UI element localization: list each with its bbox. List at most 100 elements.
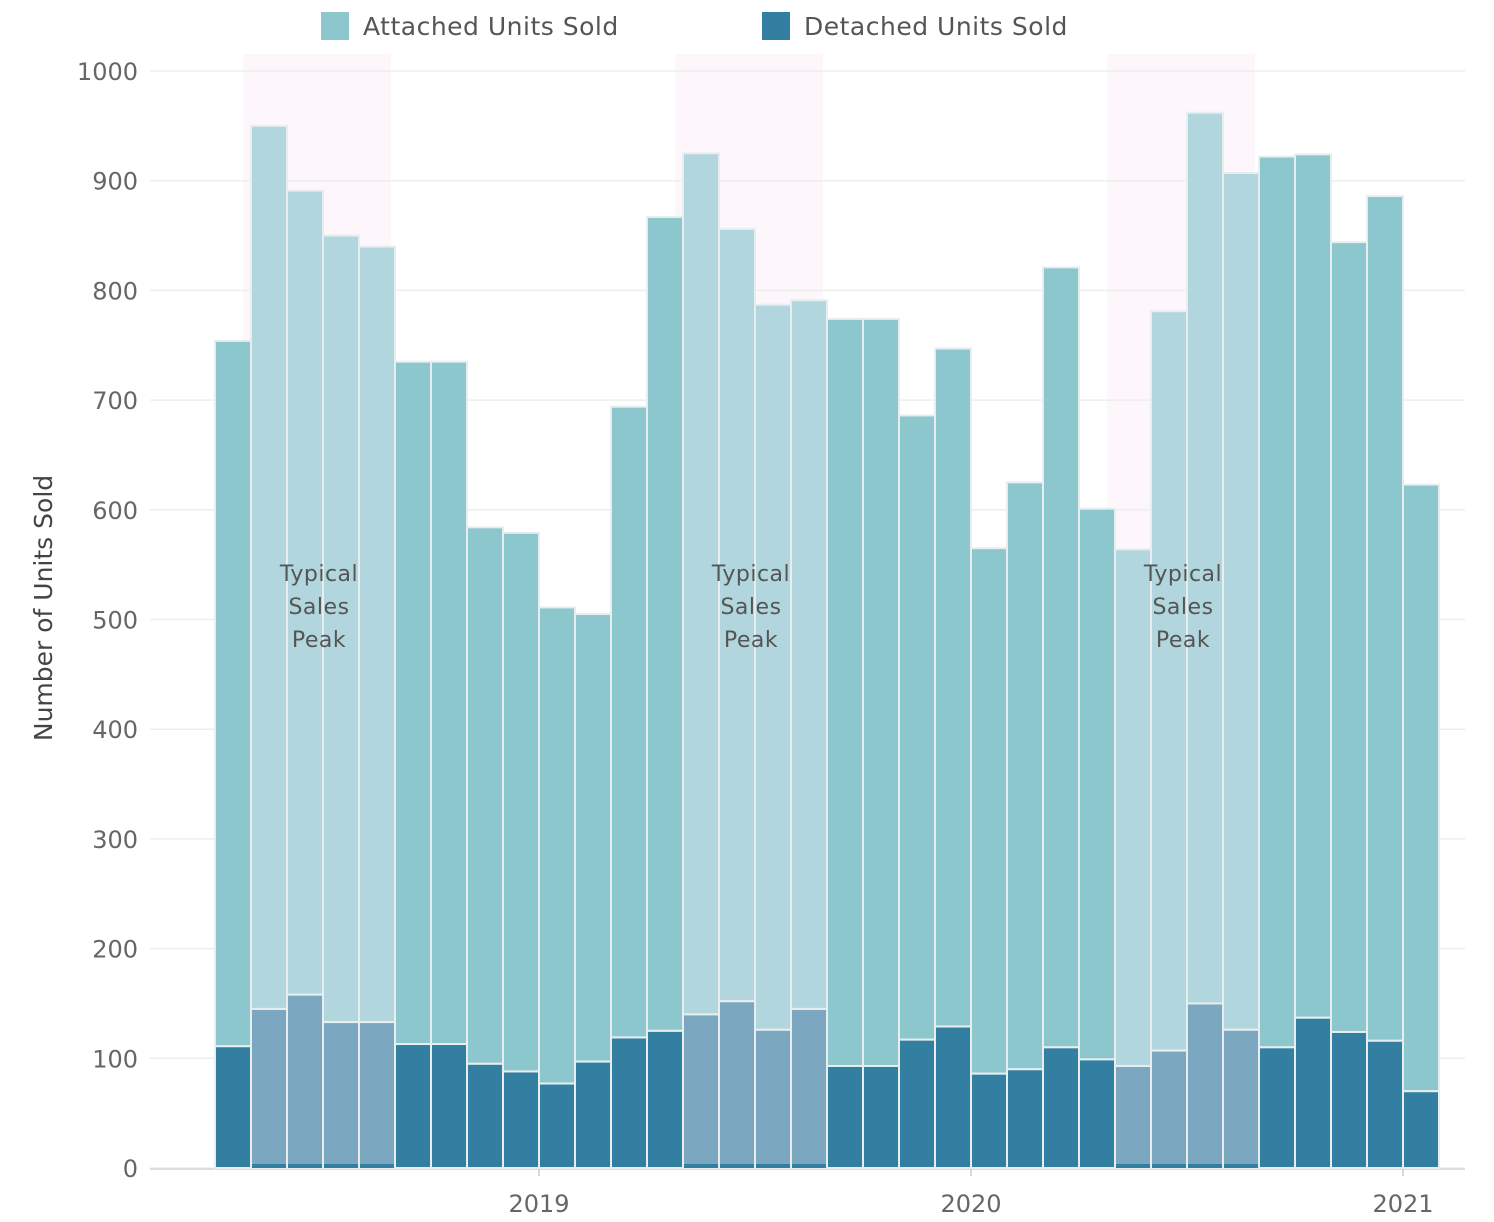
bar-detached-11[interactable] (611, 1037, 647, 1168)
y-tick-label: 900 (92, 168, 138, 196)
y-tick-label: 300 (92, 826, 138, 854)
bar-detached-base-13 (684, 1164, 718, 1168)
annotation-line: Peak (724, 628, 778, 653)
bar-detached-12[interactable] (647, 1031, 683, 1168)
bar-detached-26[interactable] (1151, 1051, 1187, 1168)
bar-detached-32[interactable] (1367, 1041, 1403, 1168)
bar-attached-23[interactable] (1043, 267, 1079, 1047)
bar-attached-9[interactable] (539, 607, 575, 1083)
bar-detached-base-3 (324, 1164, 358, 1168)
bar-attached-20[interactable] (935, 349, 971, 1027)
bar-detached-10[interactable] (575, 1062, 611, 1168)
bar-detached-22[interactable] (1007, 1069, 1043, 1168)
bar-detached-base-27 (1188, 1164, 1222, 1168)
y-tick-label: 800 (92, 277, 138, 305)
bar-detached-2[interactable] (287, 995, 323, 1168)
bar-attached-28[interactable] (1223, 173, 1259, 1030)
bar-detached-31[interactable] (1331, 1032, 1367, 1168)
bar-attached-25[interactable] (1115, 549, 1151, 1066)
bar-attached-2[interactable] (287, 191, 323, 995)
annotation-line: Typical (1143, 562, 1222, 587)
bar-detached-14[interactable] (719, 1001, 755, 1168)
bar-attached-26[interactable] (1151, 311, 1187, 1050)
y-tick-label: 500 (92, 607, 138, 635)
bar-detached-7[interactable] (467, 1064, 503, 1168)
y-tick-label: 100 (92, 1045, 138, 1073)
bar-detached-21[interactable] (971, 1074, 1007, 1168)
bar-attached-10[interactable] (575, 614, 611, 1062)
x-tick-label: 2021 (1372, 1190, 1433, 1218)
y-tick-label: 400 (92, 716, 138, 744)
bar-attached-32[interactable] (1367, 196, 1403, 1041)
bar-attached-31[interactable] (1331, 242, 1367, 1032)
bar-attached-17[interactable] (827, 319, 863, 1066)
x-tick-label: 2020 (940, 1190, 1001, 1218)
bar-detached-base-1 (252, 1164, 286, 1168)
bar-detached-base-25 (1116, 1164, 1150, 1168)
annotation-line: Peak (1156, 628, 1210, 653)
bar-attached-19[interactable] (899, 415, 935, 1039)
y-tick-label: 1000 (77, 58, 138, 86)
bar-attached-16[interactable] (791, 300, 827, 1009)
y-tick-label: 600 (92, 497, 138, 525)
bar-detached-3[interactable] (323, 1022, 359, 1168)
bar-attached-18[interactable] (863, 319, 899, 1066)
bar-detached-base-16 (792, 1164, 826, 1168)
y-tick-label: 700 (92, 387, 138, 415)
bar-detached-base-26 (1152, 1164, 1186, 1168)
bar-detached-base-14 (720, 1164, 754, 1168)
bar-attached-4[interactable] (359, 247, 395, 1023)
x-axis-ticks: 2019 2020 2021 (508, 1169, 1433, 1218)
bar-attached-8[interactable] (503, 533, 539, 1072)
bar-detached-1[interactable] (251, 1009, 287, 1168)
bar-detached-27[interactable] (1187, 1003, 1223, 1168)
bar-attached-33[interactable] (1403, 485, 1439, 1092)
bar-attached-24[interactable] (1079, 509, 1115, 1060)
bar-attached-0[interactable] (215, 341, 251, 1046)
bar-detached-0[interactable] (215, 1046, 251, 1168)
bar-detached-4[interactable] (359, 1022, 395, 1168)
bar-attached-7[interactable] (467, 527, 503, 1063)
bar-attached-6[interactable] (431, 362, 467, 1044)
bar-attached-29[interactable] (1259, 157, 1295, 1048)
bar-detached-6[interactable] (431, 1044, 467, 1168)
bar-detached-25[interactable] (1115, 1066, 1151, 1168)
bars (215, 113, 1439, 1168)
bar-detached-base-28 (1224, 1164, 1258, 1168)
bar-detached-13[interactable] (683, 1014, 719, 1168)
bar-detached-24[interactable] (1079, 1059, 1115, 1168)
bar-detached-9[interactable] (539, 1084, 575, 1168)
annotation-line: Peak (292, 628, 346, 653)
annotation-line: Typical (711, 562, 790, 587)
bar-detached-8[interactable] (503, 1071, 539, 1168)
y-axis-title: Number of Units Sold (29, 475, 58, 741)
annotation-line: Sales (720, 595, 781, 620)
bar-detached-base-4 (360, 1164, 394, 1168)
bar-detached-17[interactable] (827, 1066, 863, 1168)
bar-detached-19[interactable] (899, 1040, 935, 1168)
bar-detached-28[interactable] (1223, 1030, 1259, 1168)
annotation-line: Sales (1152, 595, 1213, 620)
bar-attached-5[interactable] (395, 362, 431, 1044)
bar-attached-30[interactable] (1295, 154, 1331, 1017)
bar-attached-11[interactable] (611, 407, 647, 1038)
bar-attached-12[interactable] (647, 217, 683, 1031)
bar-detached-23[interactable] (1043, 1047, 1079, 1168)
bar-attached-22[interactable] (1007, 482, 1043, 1069)
bar-detached-30[interactable] (1295, 1018, 1331, 1168)
bar-detached-16[interactable] (791, 1009, 827, 1168)
bar-detached-33[interactable] (1403, 1091, 1439, 1168)
bar-detached-18[interactable] (863, 1066, 899, 1168)
bar-detached-20[interactable] (935, 1026, 971, 1168)
bar-detached-29[interactable] (1259, 1047, 1295, 1168)
bar-attached-21[interactable] (971, 548, 1007, 1073)
bar-attached-15[interactable] (755, 305, 791, 1030)
bar-attached-27[interactable] (1187, 113, 1223, 1004)
bar-detached-15[interactable] (755, 1030, 791, 1168)
bar-detached-5[interactable] (395, 1044, 431, 1168)
annotation-line: Sales (288, 595, 349, 620)
annotation-line: Typical (279, 562, 358, 587)
bar-detached-base-2 (288, 1164, 322, 1168)
bar-detached-base-15 (756, 1164, 790, 1168)
